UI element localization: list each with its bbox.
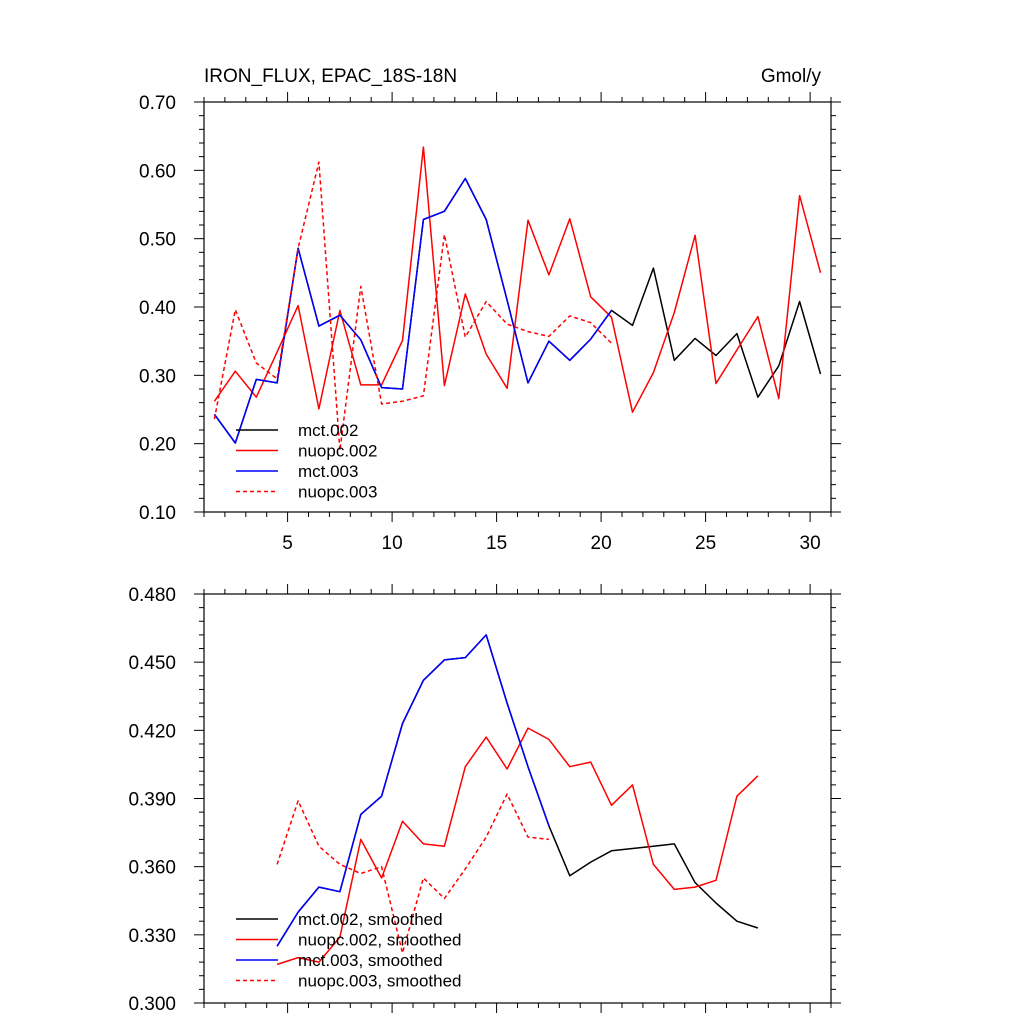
y-tick-label: 0.480 <box>128 585 176 606</box>
top-panel: 5 10 15 20 25 30 0.10 0.20 0.30 0.40 0.50 0.60 0.70 I… <box>139 66 841 554</box>
series-line-nuopc-003-smoothed <box>276 793 549 954</box>
x-tick-label: 5 <box>282 533 293 554</box>
y-tick-label: 0.70 <box>139 93 176 114</box>
legend-label: nuopc.003, smoothed <box>298 972 462 991</box>
x-tick-label: 30 <box>800 533 821 554</box>
y-tick-label: 0.30 <box>139 366 176 387</box>
y-tick-label: 0.390 <box>128 790 176 811</box>
series-line-nuopc-002-smoothed <box>276 727 759 966</box>
series-line-mct-003-smoothed <box>276 634 550 947</box>
chart-title: IRON_FLUX, EPAC_18S-18N <box>204 66 457 87</box>
y-tick-label: 0.300 <box>128 994 176 1015</box>
series-line-mct-003 <box>213 177 613 444</box>
legend-label: mct.003 <box>298 462 358 481</box>
legend-label: nuopc.002 <box>298 442 377 461</box>
legend-label: nuopc.003 <box>298 483 377 502</box>
y-tick-label: 0.60 <box>139 161 176 182</box>
x-tick-label: 10 <box>382 533 403 554</box>
y-tick-label: 0.450 <box>128 653 176 674</box>
y-tick-label: 0.40 <box>139 298 176 319</box>
legend-label: nuopc.002, smoothed <box>298 931 462 950</box>
series-line-mct-002-smoothed <box>276 634 759 947</box>
series-line-nuopc-002 <box>213 146 822 413</box>
legend-label: mct.002, smoothed <box>298 910 443 929</box>
y-tick-label: 0.20 <box>139 435 176 456</box>
y-tick-label: 0.50 <box>139 230 176 251</box>
y-tick-label: 0.420 <box>128 721 176 742</box>
legend-label: mct.002 <box>298 421 358 440</box>
x-tick-label: 15 <box>486 533 507 554</box>
x-tick-label: 25 <box>695 533 716 554</box>
legend: mct.002, smoothed nuopc.002, smoothedmct.… <box>236 910 462 991</box>
y-tick-label: 0.10 <box>139 503 176 524</box>
chart-units: Gmol/y <box>761 66 822 87</box>
bottom-panel: 0.300 0.330 0.360 0.390 0.420 0.450 0.480 mct.0… <box>128 584 841 1015</box>
legend-label: mct.003, smoothed <box>298 951 443 970</box>
x-tick-label: 20 <box>591 533 612 554</box>
y-tick-label: 0.360 <box>128 858 176 879</box>
y-tick-label: 0.330 <box>128 926 176 947</box>
